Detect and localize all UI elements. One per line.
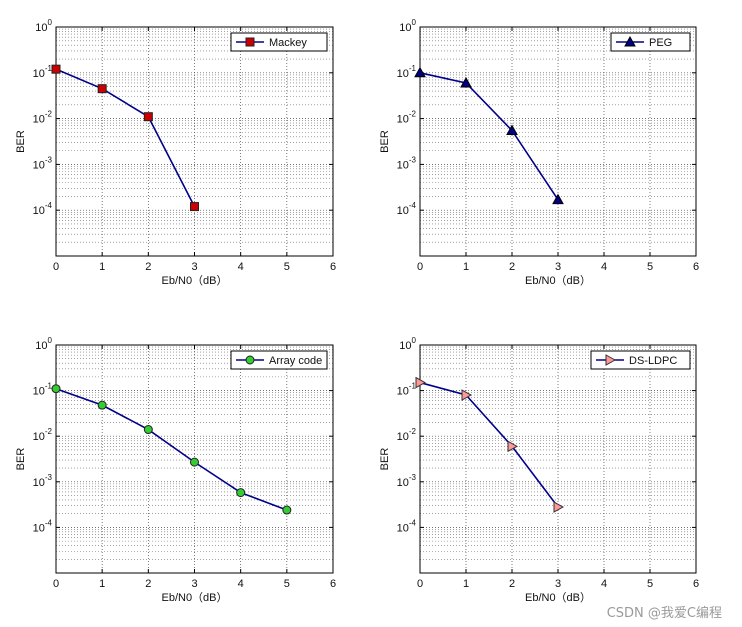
x-tick-label: 3	[191, 578, 197, 590]
data-point	[190, 202, 199, 212]
x-tick-label: 3	[191, 261, 197, 273]
x-tick-label: 5	[284, 578, 290, 590]
y-tick-label: 10-3	[33, 473, 53, 489]
legend-box	[590, 350, 691, 370]
data-point	[51, 384, 61, 394]
y-tick-label: 10-2	[33, 110, 53, 126]
series-line	[419, 72, 559, 201]
y-tick-label: 10-4	[397, 201, 417, 217]
data-point	[245, 37, 255, 47]
x-tick-label: 4	[238, 261, 244, 273]
x-tick-label: 1	[463, 578, 469, 590]
data-point	[605, 354, 617, 366]
x-tick-label: 5	[284, 261, 290, 273]
x-tick-label: 5	[647, 578, 653, 590]
y-tick-label: 10-1	[33, 64, 53, 80]
chart-panel-1: 0 1 2 3 4 5 6 100 10-1 10-2 10-3 10-4 Eb/N0（dB） BER Ma…	[15, 18, 336, 287]
x-axis-label: Eb/N0（dB）	[525, 591, 591, 604]
watermark: CSDN @我爱C编程	[606, 606, 722, 621]
x-tick-label: 2	[509, 578, 515, 590]
y-tick-label: 10-3	[33, 155, 53, 171]
x-tick-label: 2	[145, 261, 151, 273]
chart-panel-3: 0 1 2 3 4 5 6 100 10-1 10-2 10-3 10-4 Eb/N0（dB） BER Ar…	[15, 336, 336, 604]
data-point	[97, 400, 107, 410]
y-tick-label: 10-4	[33, 518, 53, 534]
x-tick-label: 4	[238, 578, 244, 590]
y-axis-label: BER	[379, 448, 391, 471]
data-point	[414, 66, 426, 78]
legend: Array code	[230, 350, 328, 370]
y-tick-label: 100	[35, 336, 52, 352]
y-tick-label: 10-2	[33, 427, 53, 443]
legend-label: DS-LDPC	[629, 355, 677, 367]
y-tick-label: 10-1	[33, 382, 53, 398]
data-point	[245, 355, 255, 365]
y-tick-label: 100	[35, 18, 52, 34]
y-tick-label: 10-4	[33, 201, 53, 217]
x-tick-label: 6	[693, 578, 699, 590]
data-point	[236, 488, 246, 498]
x-tick-label: 0	[417, 578, 423, 590]
data-point	[97, 84, 107, 94]
y-axis-label: BER	[15, 130, 27, 153]
x-tick-label: 5	[647, 261, 653, 273]
data-point	[51, 64, 61, 74]
legend: Mackey	[230, 32, 328, 52]
legend-label: PEG	[649, 37, 672, 49]
legend-box	[230, 350, 328, 370]
legend-box	[230, 32, 328, 52]
x-tick-label: 0	[53, 261, 59, 273]
chart-panel-4: 0 1 2 3 4 5 6 100 10-1 10-2 10-3 10-4 Eb/N0（dB） BER DS…	[379, 336, 699, 604]
x-tick-label: 3	[555, 578, 561, 590]
data-point	[460, 76, 472, 88]
y-tick-label: 10-2	[397, 427, 417, 443]
chart-panel-2: 0 1 2 3 4 5 6 100 10-1 10-2 10-3 10-4 Eb/N0（dB） BER PE…	[379, 18, 699, 287]
y-axis-label: BER	[15, 448, 27, 471]
x-tick-label: 0	[53, 578, 59, 590]
x-axis-label: Eb/N0（dB）	[161, 591, 227, 604]
data-point	[552, 193, 564, 205]
data-point	[624, 35, 636, 47]
x-tick-label: 6	[330, 261, 336, 273]
y-tick-label: 10-2	[397, 110, 417, 126]
x-tick-label: 6	[330, 578, 336, 590]
x-tick-label: 1	[99, 261, 105, 273]
data-point	[282, 505, 292, 515]
data-point	[415, 376, 427, 389]
x-axis-label: Eb/N0（dB）	[525, 274, 591, 287]
x-tick-label: 4	[601, 261, 607, 273]
legend: PEG	[610, 32, 691, 52]
y-tick-label: 10-4	[397, 518, 417, 534]
x-axis-label: Eb/N0（dB）	[161, 274, 227, 287]
y-tick-label: 10-1	[397, 382, 417, 398]
y-tick-label: 10-1	[397, 64, 417, 80]
x-tick-label: 2	[509, 261, 515, 273]
x-tick-label: 2	[145, 578, 151, 590]
x-tick-label: 0	[417, 261, 423, 273]
data-point	[507, 440, 519, 453]
legend: DS-LDPC	[590, 350, 691, 370]
y-axis-label: BER	[379, 130, 391, 153]
y-tick-label: 100	[399, 336, 416, 352]
data-point	[553, 501, 565, 513]
data-point	[461, 389, 473, 401]
series-line	[419, 381, 559, 508]
y-tick-label: 10-3	[397, 155, 417, 171]
x-tick-label: 4	[601, 578, 607, 590]
data-point	[143, 112, 153, 122]
x-tick-label: 6	[693, 261, 699, 273]
legend-label: Mackey	[269, 37, 307, 49]
x-tick-label: 3	[555, 261, 561, 273]
data-point	[143, 425, 153, 435]
y-tick-label: 10-3	[397, 473, 417, 489]
x-tick-label: 1	[99, 578, 105, 590]
data-point	[190, 457, 199, 467]
x-tick-label: 1	[463, 261, 469, 273]
series-line	[55, 387, 288, 511]
y-tick-label: 100	[399, 18, 416, 34]
series-line	[55, 68, 196, 207]
legend-label: Array code	[269, 355, 322, 367]
data-point	[506, 124, 518, 135]
